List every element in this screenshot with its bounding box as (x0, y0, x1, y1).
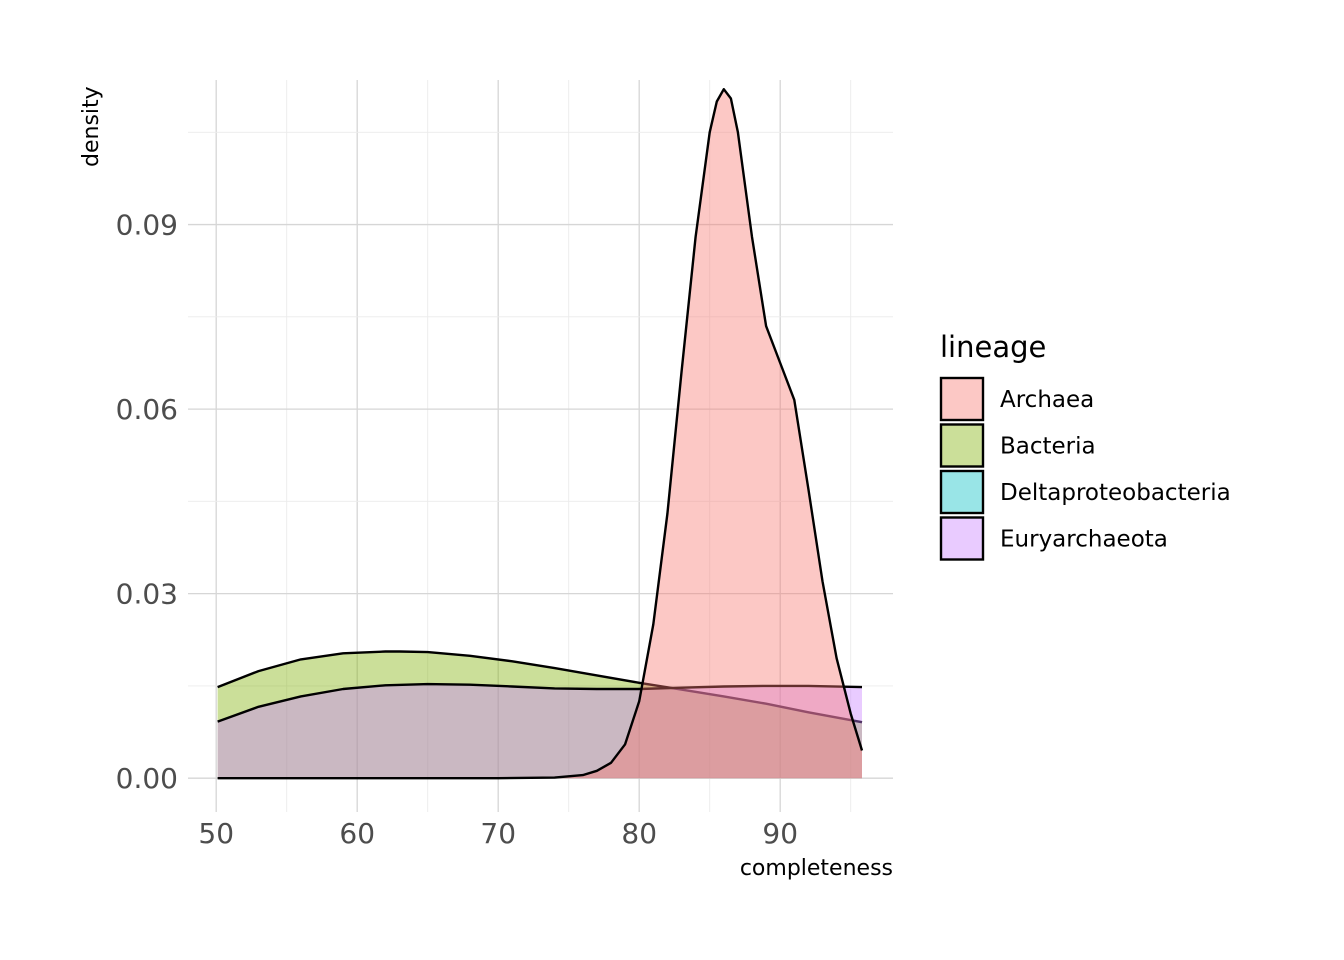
y-axis-title: density (79, 86, 104, 167)
x-tick-label: 70 (480, 817, 516, 850)
legend-title: lineage (940, 330, 1046, 364)
legend-label-euryarchaeota: Euryarchaeota (1000, 527, 1168, 553)
legend-key-deltaproteobacteria (939, 469, 985, 515)
x-tick-label: 80 (621, 817, 657, 850)
x-tick-label: 90 (762, 817, 798, 850)
density-line-euryarchaeota (217, 682, 863, 723)
density-line-bacteria (217, 650, 863, 724)
legend-key-bg-bacteria (941, 424, 983, 467)
density-area-bacteria (217, 651, 863, 779)
legend-key-archaea (939, 376, 985, 422)
y-axis-ticks: 0.00 0.03 0.06 0.09 (116, 209, 178, 796)
x-axis-ticks: 50 60 70 80 90 (198, 817, 798, 850)
density-areas (217, 88, 864, 780)
density-area-archaea (217, 89, 863, 779)
legend-label-bacteria: Bacteria (1000, 434, 1096, 460)
legend-label-deltaproteobacteria: Deltaproteobacteria (1000, 480, 1231, 506)
x-tick-label: 60 (339, 817, 375, 850)
y-tick-label: 0.03 (116, 578, 178, 611)
x-axis-title: completeness (740, 856, 893, 881)
x-tick-label: 50 (198, 817, 234, 850)
y-tick-label: 0.09 (116, 209, 178, 242)
y-tick-label: 0.06 (116, 393, 178, 426)
legend-key-euryarchaeota (939, 516, 985, 561)
legend-label-archaea: Archaea (1000, 387, 1094, 413)
density-line-archaea (217, 88, 864, 780)
legend: lineage Archaea Bacteria Deltaproteobacter… (939, 330, 1231, 561)
y-tick-label: 0.00 (116, 762, 178, 795)
legend-key-bg-archaea (941, 378, 983, 420)
legend-key-bg-euryarchaeota (941, 517, 983, 560)
density-area-euryarchaeota (217, 684, 863, 779)
legend-key-bg-deltaproteobacteria (941, 471, 983, 513)
legend-key-bacteria (939, 423, 985, 468)
